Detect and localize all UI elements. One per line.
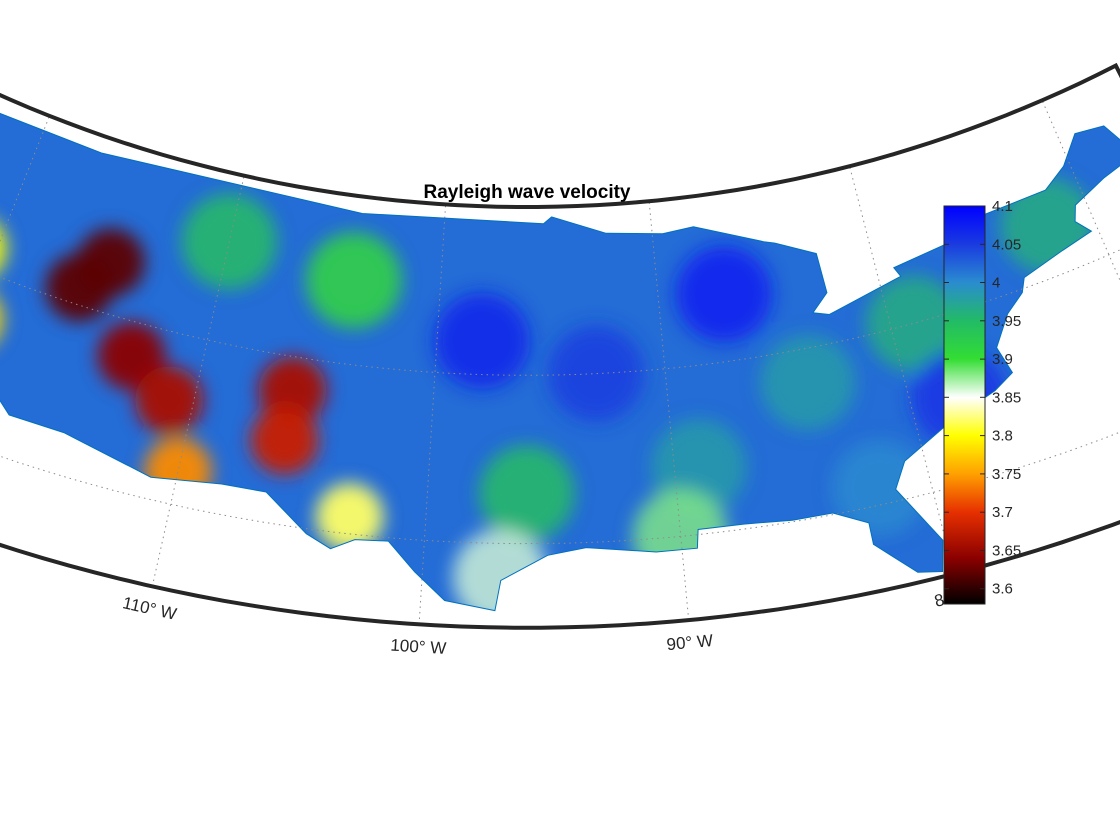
colorbar-tick-label: 3.8 [992, 428, 1013, 445]
velocity-cell [305, 232, 402, 329]
longitude-label: 100° W [390, 636, 447, 658]
colorbar-tick-label: 3.95 [992, 313, 1021, 330]
velocity-cell [548, 325, 644, 422]
velocity-cell [250, 406, 319, 475]
parallel-line [0, 215, 1120, 376]
velocity-cell [144, 437, 212, 506]
colorbar-ticks: 4.1 4.05 4 3.95 3.9 3.85 3.8 3.75 3.7 3.65 3.6 [944, 198, 1021, 598]
colorbar-bar [943, 205, 986, 605]
meridian-line [648, 201, 690, 621]
velocity-cell [632, 488, 729, 585]
colorbar-tick-label: 3.65 [992, 542, 1021, 559]
colorbar-tick-label: 3.85 [992, 389, 1021, 406]
velocity-cell [434, 292, 530, 389]
longitude-label: 90° W [666, 631, 714, 654]
coastline [0, 103, 1120, 612]
velocity-cell [315, 483, 384, 551]
colorbar-tick-label: 4.1 [992, 198, 1013, 215]
coastlines [0, 103, 1120, 612]
meridian-line [849, 166, 955, 574]
velocity-cell [135, 366, 204, 435]
meridian-line [151, 175, 245, 587]
velocity-cell [479, 445, 575, 542]
map-frame [0, 62, 1120, 630]
colorbar-tick-label: 3.6 [992, 581, 1013, 598]
velocity-cell [97, 321, 166, 390]
velocity-cell [759, 334, 856, 431]
colorbar-tick-label: 4.05 [992, 236, 1021, 253]
colorbar-tick-label: 4 [992, 275, 1000, 292]
colorbar-tick-label: 3.75 [992, 466, 1021, 483]
colorbar-tick-label: 3.9 [992, 351, 1013, 368]
colorbar-tick-label: 3.7 [992, 504, 1013, 521]
velocity-cell [258, 356, 327, 425]
meridian-line [418, 204, 447, 625]
graticule [0, 100, 1120, 625]
velocity-cell [865, 275, 962, 372]
colorbar: 4.1 4.05 4 3.95 3.9 3.85 3.8 3.75 3.7 3.65 3.6 [943, 198, 1021, 605]
longitude-label: 110° W [121, 593, 178, 623]
map-title: Rayleigh wave velocity [424, 182, 631, 203]
velocity-cell [676, 246, 772, 342]
velocity-cell [452, 529, 549, 611]
velocity-cell [45, 253, 114, 322]
